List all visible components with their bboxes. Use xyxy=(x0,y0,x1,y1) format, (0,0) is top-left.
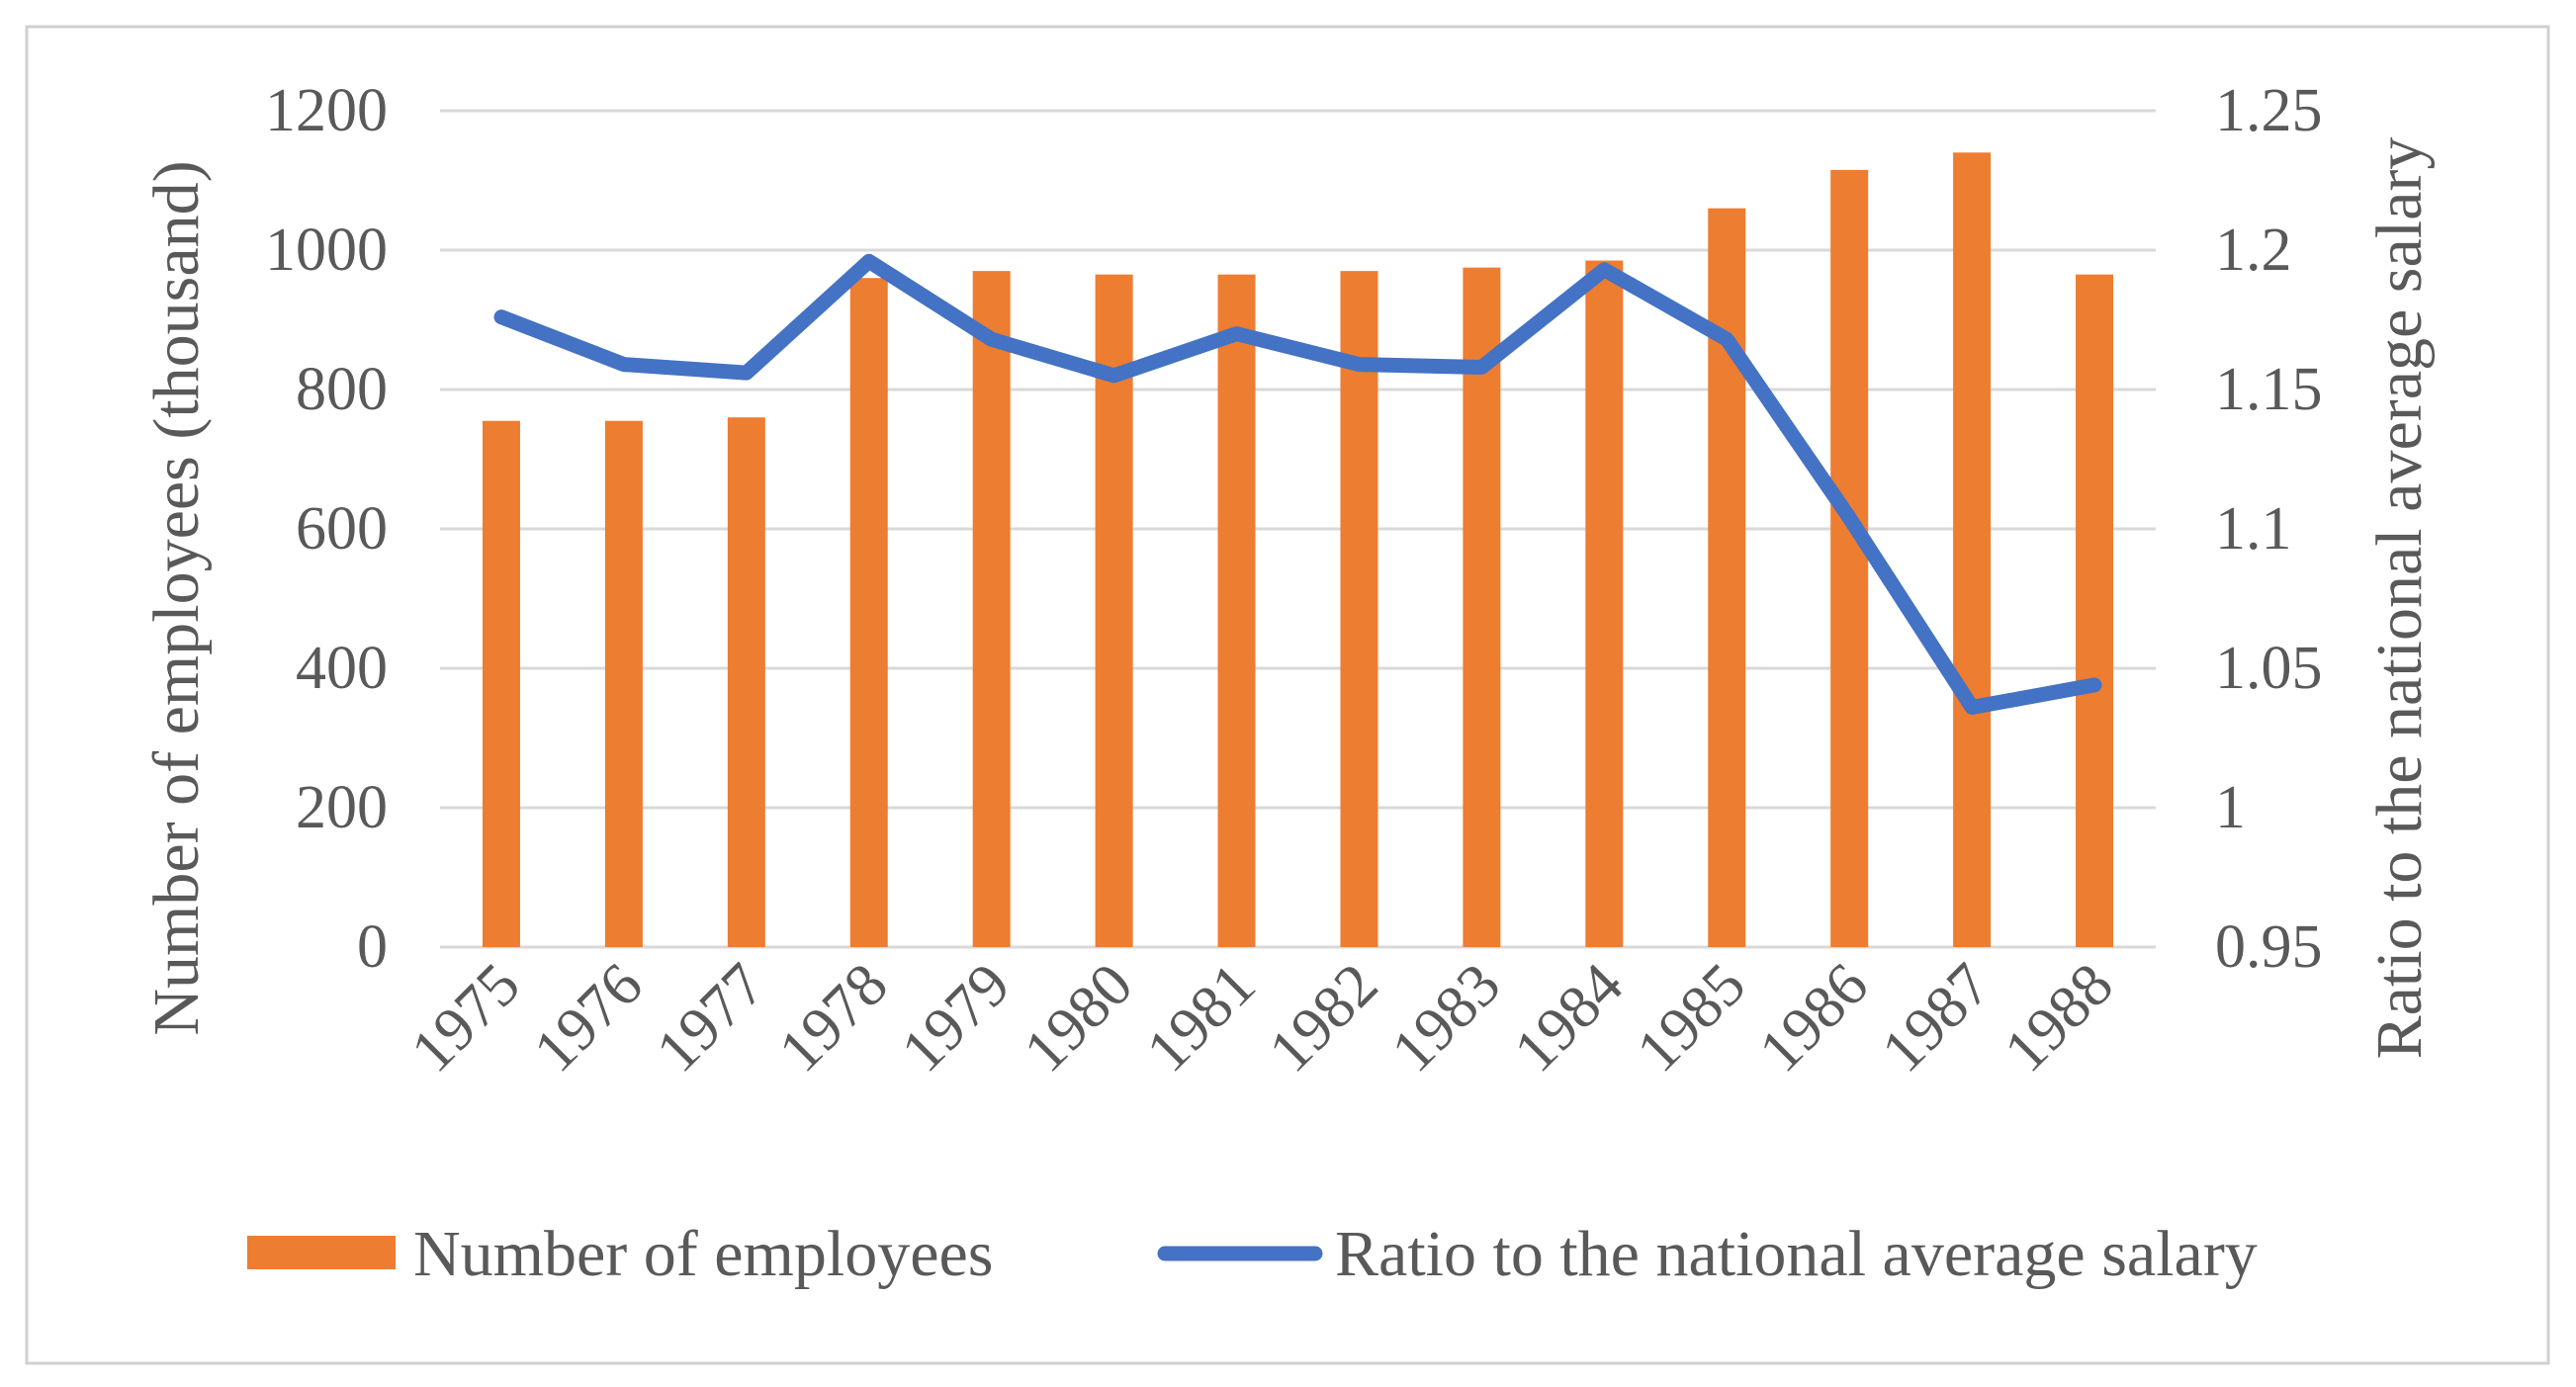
y-axis-left-ticks: 0 200 400 600 800 1000 1200 xyxy=(265,77,388,981)
bar-1980 xyxy=(1095,274,1133,947)
legend-label-ratio: Ratio to the national average salary xyxy=(1335,1218,2258,1290)
ratio-point-1977 xyxy=(745,372,748,375)
ratio-point-1987 xyxy=(1971,706,1974,709)
ratio-line xyxy=(493,253,2102,715)
ratio-point-1979 xyxy=(990,338,993,341)
y-axis-right-ticks: 0.95 1 1.05 1.1 1.15 1.2 1.25 xyxy=(2215,77,2323,981)
y-tick-label: 400 xyxy=(296,635,388,702)
y-tick-label: 1000 xyxy=(265,217,388,284)
ratio-point-1988 xyxy=(2093,683,2096,686)
y2-tick-label: 1.15 xyxy=(2215,356,2323,423)
y2-tick-label: 1.2 xyxy=(2215,217,2292,284)
bar-1983 xyxy=(1463,267,1501,947)
y-axis-right-title: Ratio to the national average salary xyxy=(2363,137,2436,1060)
y-axis-left-title: Number of employees (thousand) xyxy=(140,160,213,1035)
bar-1975 xyxy=(482,420,520,948)
bar-1977 xyxy=(727,417,765,947)
bar-1982 xyxy=(1340,271,1378,947)
bar-1978 xyxy=(849,278,888,947)
ratio-point-1986 xyxy=(1848,516,1851,519)
ratio-point-1980 xyxy=(1112,374,1115,377)
y-tick-label: 200 xyxy=(296,774,388,841)
ratio-point-1981 xyxy=(1235,332,1238,335)
y2-tick-label: 1.1 xyxy=(2215,495,2292,563)
chart-frame xyxy=(25,25,2550,1365)
bar-1986 xyxy=(1830,169,1869,948)
y2-tick-label: 0.95 xyxy=(2215,913,2323,981)
ratio-point-1982 xyxy=(1358,363,1361,366)
ratio-point-1978 xyxy=(867,260,870,263)
ratio-point-1984 xyxy=(1603,268,1606,271)
line-series-ratio xyxy=(493,253,2102,715)
y-tick-label: 600 xyxy=(296,495,388,563)
bar-1976 xyxy=(604,420,643,948)
bar-series-number-of-employees xyxy=(482,152,2114,948)
ratio-point-1985 xyxy=(1726,338,1729,341)
bar-1984 xyxy=(1585,260,1624,947)
legend-label-employees: Number of employees xyxy=(413,1218,994,1290)
y-tick-label: 0 xyxy=(357,913,388,981)
ratio-point-1975 xyxy=(499,315,502,318)
ratio-point-1983 xyxy=(1480,366,1483,369)
bar-1985 xyxy=(1708,208,1746,947)
y2-tick-label: 1.25 xyxy=(2215,77,2323,144)
gridlines xyxy=(440,109,2156,949)
bar-1987 xyxy=(1953,152,1992,948)
bar-1981 xyxy=(1217,274,1256,947)
y2-tick-label: 1 xyxy=(2215,774,2246,841)
legend: Number of employees Ratio to the nationa… xyxy=(247,1218,2258,1290)
ratio-point-1976 xyxy=(622,363,625,366)
y-tick-label: 800 xyxy=(296,356,388,423)
bar-1979 xyxy=(972,271,1011,947)
y2-tick-label: 1.05 xyxy=(2215,635,2323,702)
bar-1988 xyxy=(2076,274,2114,947)
legend-swatch-employees xyxy=(247,1236,396,1269)
y-tick-label: 1200 xyxy=(265,77,388,144)
